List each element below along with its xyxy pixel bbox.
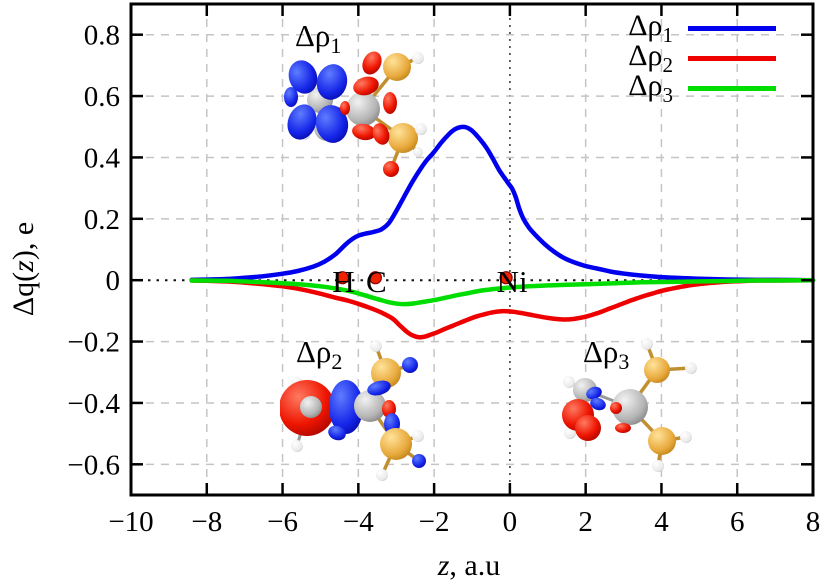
- y-axis-label: Δq(z), e: [7, 221, 40, 317]
- atom-marker-dot-C: [368, 271, 382, 285]
- x-tick-label: −10: [108, 506, 153, 538]
- legend-line-sample-rho3: [688, 85, 776, 91]
- legend-line-sample-rho1: [688, 25, 776, 31]
- x-tick-label: 8: [806, 506, 820, 538]
- legend-label-rho3: Δρ3: [628, 68, 673, 107]
- x-tick-label: 2: [578, 506, 593, 538]
- curve-rho2: [189, 277, 816, 340]
- legend-entry-rho1: Δρ1: [598, 8, 776, 47]
- x-axis-label: z, a.u: [437, 549, 501, 582]
- y-tick-label: −0.4: [67, 388, 120, 420]
- legend-line-sample-rho2: [688, 55, 776, 61]
- annotation-rho2: Δρ2: [296, 334, 343, 375]
- atom-marker-dot-Ni: [499, 271, 513, 285]
- legend-label-rho1: Δρ1: [628, 8, 673, 47]
- y-tick-label: 0.8: [84, 20, 120, 52]
- curve-rho1: [189, 124, 816, 283]
- curve-rho3: [189, 277, 816, 307]
- legend: Δρ1 Δρ2 Δρ3: [598, 8, 776, 107]
- y-tick-label: −0.2: [67, 327, 120, 359]
- y-tick-label: −0.6: [67, 449, 120, 481]
- y-tick-label: 0.6: [84, 81, 120, 113]
- x-tick-label: −4: [343, 506, 374, 538]
- molecule-isosurface-rho3-image: [562, 338, 697, 472]
- molecule-isosurface-rho1-image: [284, 51, 427, 177]
- atom-marker-dot-H: [335, 271, 350, 285]
- x-tick-label: −2: [419, 506, 450, 538]
- atom-marker-label-Ni: Ni: [497, 264, 528, 299]
- legend-entry-rho3: Δρ3: [598, 68, 776, 107]
- x-tick-label: 0: [503, 506, 518, 538]
- x-tick-label: 6: [730, 506, 745, 538]
- legend-label-rho2: Δρ2: [628, 38, 673, 77]
- y-tick-label: 0: [106, 265, 121, 297]
- legend-entry-rho2: Δρ2: [598, 38, 776, 77]
- y-tick-label: 0.2: [84, 204, 120, 236]
- plot-border: [129, 2, 815, 497]
- annotation-rho3: Δρ3: [583, 334, 630, 375]
- x-tick-label: 4: [654, 506, 669, 538]
- atom-marker-label-C: C: [366, 264, 387, 299]
- atom-marker-label-H: H: [332, 264, 354, 299]
- x-tick-label: −6: [267, 506, 298, 538]
- molecule-isosurface-rho2-image: [280, 340, 426, 481]
- y-tick-label: 0.4: [84, 142, 121, 174]
- annotation-rho1: Δρ1: [295, 18, 342, 59]
- x-tick-label: −8: [191, 506, 222, 538]
